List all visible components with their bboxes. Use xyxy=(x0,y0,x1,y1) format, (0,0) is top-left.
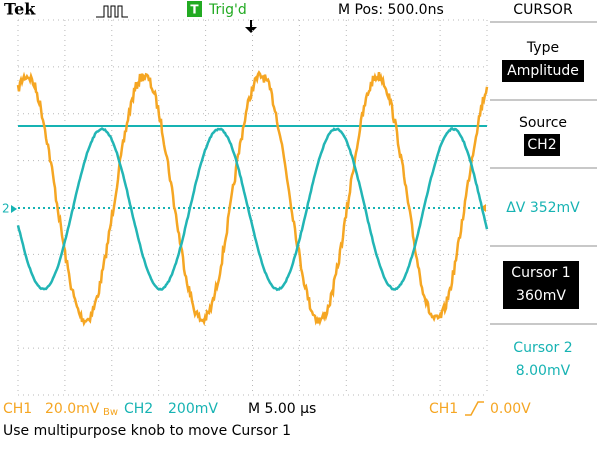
trigger-position-marker xyxy=(245,20,257,33)
acquisition-icon xyxy=(96,5,128,18)
trigger-badge-box xyxy=(187,1,202,17)
menu-title: CURSOR xyxy=(513,2,573,18)
ch1-scale: 20.0mV xyxy=(45,401,100,417)
cursor1-label: Cursor 1 xyxy=(511,265,570,281)
help-message: Use multipurpose knob to move Cursor 1 xyxy=(3,423,291,439)
channel-marker: 2 xyxy=(2,202,10,216)
brand: Tek xyxy=(4,0,36,19)
type-value: Amplitude xyxy=(507,63,579,79)
ch1-label: CH1 xyxy=(3,401,32,417)
trigger-source: CH1 xyxy=(429,401,458,417)
cursor1-value: 360mV xyxy=(516,288,566,304)
trigger-slope-icon xyxy=(465,401,484,416)
source-value-box[interactable] xyxy=(524,134,560,156)
source-value: CH2 xyxy=(527,137,556,153)
horizontal-position: M Pos: 500.0ns xyxy=(338,2,444,18)
ch1-waveform xyxy=(16,70,489,327)
cursor1-box[interactable] xyxy=(503,261,579,309)
trigger-status: Trig'd xyxy=(208,2,247,18)
timebase: M 5.00 µs xyxy=(248,401,316,417)
delta-readout: ΔV 352mV xyxy=(506,200,580,216)
cursor2-label: Cursor 2 xyxy=(513,340,572,356)
type-value-box[interactable] xyxy=(502,60,584,82)
cursor2-value: 8.00mV xyxy=(516,363,571,379)
ch2-label: CH2 xyxy=(124,401,153,417)
ch1-bandwidth: Bw xyxy=(103,407,118,418)
source-label: Source xyxy=(519,115,567,131)
trigger-badge: T xyxy=(190,3,199,17)
ch2-scale: 200mV xyxy=(168,401,218,417)
ch2-waveform xyxy=(16,127,489,292)
type-label: Type xyxy=(526,40,559,56)
trigger-level: 0.00V xyxy=(490,401,531,417)
ground-marker xyxy=(11,205,17,213)
